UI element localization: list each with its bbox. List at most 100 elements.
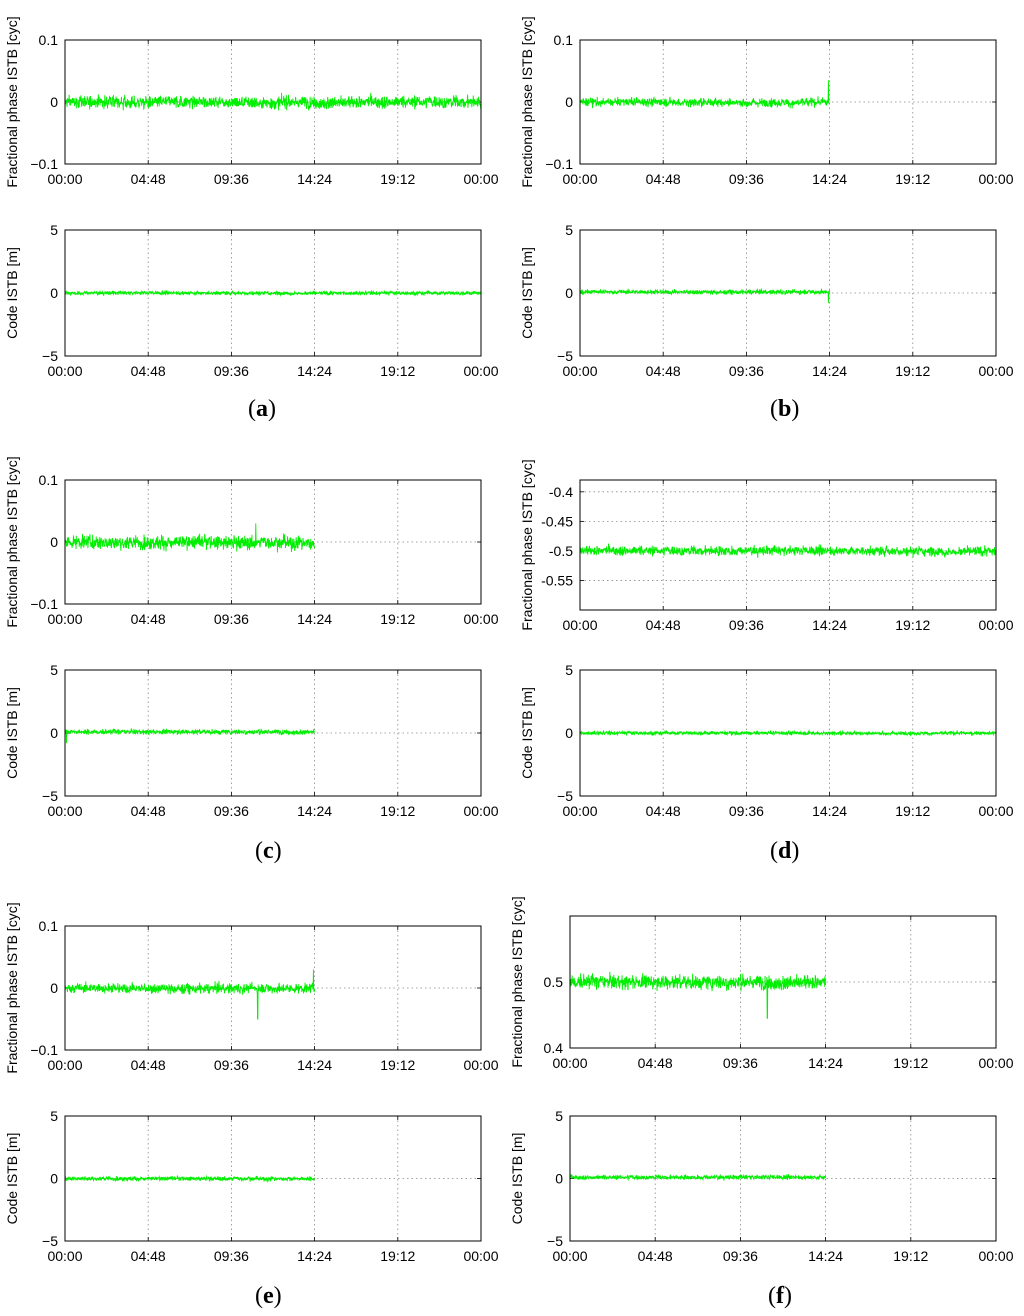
y-axis-label: Code ISTB [m] [4, 1133, 20, 1225]
y-tick-label: -0.55 [541, 572, 573, 588]
x-tick-label: 14:24 [297, 363, 332, 379]
y-tick-label: 0 [565, 285, 573, 301]
istb-series-line [569, 1173, 827, 1182]
axes-c-code: 00:00 04:48 09:36 14:24 19:12 00:00 5 0 −5 Code I… [4, 662, 499, 819]
axes-frame [64, 479, 482, 605]
plot-area [580, 480, 996, 610]
axes-e-phase: 00:00 04:48 09:36 14:24 19:12 00:00 0.1 0 −0.1 Fr… [4, 902, 499, 1073]
y-tick-label: -0.45 [541, 513, 573, 529]
y-axis-label: Code ISTB [m] [509, 1133, 525, 1225]
x-tick-label: 14:24 [297, 1057, 332, 1073]
x-tick-label: 04:48 [646, 171, 681, 187]
y-tick-label: −0.1 [30, 1042, 58, 1058]
panel-label-d: (d) [770, 838, 799, 864]
y-axis-label: Code ISTB [m] [519, 247, 535, 339]
x-tick-label: 00:00 [562, 171, 597, 187]
axes-a-code: 00:00 04:48 09:36 14:24 19:12 00:00 5 0 −5 Code I… [4, 222, 499, 379]
y-axis-label: Fractional phase ISTB [cyc] [519, 459, 535, 630]
y-tick-label: −5 [547, 1233, 563, 1249]
axes-d-phase: 00:00 04:48 09:36 14:24 19:12 00:00 -0.4 -0.45 -… [519, 459, 1014, 633]
axes-a-phase: 00:00 04:48 09:36 14:24 19:12 00:00 0.1 0 −0.1 Fr… [4, 16, 499, 187]
x-tick-label: 09:36 [729, 171, 764, 187]
axes-frame [579, 669, 997, 797]
y-tick-label: 5 [565, 222, 573, 238]
x-tick-label: 09:36 [729, 803, 764, 819]
axes-b-code: 00:00 04:48 09:36 14:24 19:12 00:00 5 0 −5 Code I… [519, 222, 1014, 379]
axes-frame [64, 229, 482, 357]
x-tick-label: 09:36 [214, 1248, 249, 1264]
istb-series-line [569, 971, 827, 1019]
y-tick-label: 5 [50, 222, 58, 238]
y-tick-label: −5 [557, 788, 573, 804]
y-tick-label: 0 [555, 1171, 563, 1187]
y-axis-label: Fractional phase ISTB [cyc] [519, 16, 535, 187]
istb-series-line [579, 288, 831, 304]
x-tick-label: 00:00 [47, 803, 82, 819]
x-tick-label: 19:12 [380, 611, 415, 627]
y-tick-label: 0 [50, 1171, 58, 1187]
axes-frame [569, 915, 997, 1049]
x-tick-label: 19:12 [380, 803, 415, 819]
istb-series-line [64, 1174, 316, 1184]
y-tick-label: −5 [42, 1233, 58, 1249]
x-tick-label: 04:48 [131, 171, 166, 187]
x-tick-label: 04:48 [638, 1055, 673, 1071]
axes-c-phase: 00:00 04:48 09:36 14:24 19:12 00:00 0.1 0 −0.1 Fr… [4, 456, 499, 627]
x-tick-label: 14:24 [812, 617, 847, 633]
x-tick-label: 19:12 [893, 1248, 928, 1264]
y-tick-label: 0.1 [39, 32, 59, 48]
x-tick-label: 19:12 [380, 1057, 415, 1073]
x-tick-label: 00:00 [978, 171, 1013, 187]
x-tick-label: 19:12 [380, 363, 415, 379]
axes-f-phase: 00:00 04:48 09:36 14:24 19:12 00:00 0.5 0.4 Frac… [509, 896, 1014, 1071]
x-tick-label: 00:00 [552, 1055, 587, 1071]
x-tick-label: 14:24 [812, 363, 847, 379]
y-tick-label: 5 [555, 1108, 563, 1124]
istb-series-line [64, 969, 316, 1020]
axes-frame [579, 229, 997, 357]
x-tick-label: 09:36 [214, 171, 249, 187]
y-tick-label: −5 [557, 348, 573, 364]
y-tick-label: -0.4 [549, 484, 573, 500]
x-tick-label: 04:48 [646, 803, 681, 819]
y-tick-label: 0.1 [39, 918, 59, 934]
x-tick-label: 04:48 [646, 617, 681, 633]
x-tick-label: 19:12 [895, 171, 930, 187]
istb-series-line [579, 80, 830, 109]
istb-series-line [579, 729, 997, 737]
istb-series-line [579, 543, 997, 558]
x-tick-label: 14:24 [297, 803, 332, 819]
x-tick-label: 00:00 [463, 803, 498, 819]
x-tick-label: 04:48 [131, 803, 166, 819]
y-tick-label: 0 [50, 980, 58, 996]
y-tick-label: −5 [42, 788, 58, 804]
x-tick-label: 00:00 [47, 1248, 82, 1264]
x-tick-label: 14:24 [808, 1248, 843, 1264]
x-tick-label: 09:36 [214, 611, 249, 627]
x-tick-label: 09:36 [723, 1248, 758, 1264]
panel-label-b: (b) [770, 396, 799, 422]
y-axis-label: Code ISTB [m] [4, 687, 20, 779]
y-axis-label: Fractional phase ISTB [cyc] [509, 896, 525, 1067]
y-tick-label: -0.5 [549, 543, 573, 559]
axes-frame [569, 1115, 997, 1242]
istb-series-line [64, 523, 316, 553]
x-tick-label: 09:36 [729, 617, 764, 633]
y-tick-label: 0 [50, 94, 58, 110]
y-tick-label: 5 [50, 662, 58, 678]
y-axis-label: Code ISTB [m] [519, 687, 535, 779]
y-axis-label: Fractional phase ISTB [cyc] [4, 16, 20, 187]
x-tick-label: 00:00 [463, 1248, 498, 1264]
istb-series-line [64, 92, 482, 112]
x-tick-label: 09:36 [214, 363, 249, 379]
x-tick-label: 00:00 [562, 617, 597, 633]
x-tick-label: 19:12 [895, 363, 930, 379]
y-tick-label: −5 [42, 348, 58, 364]
axes-e-code: 00:00 04:48 09:36 14:24 19:12 00:00 5 0 −5 Code I… [4, 1108, 499, 1264]
axes-frame [64, 39, 482, 165]
y-tick-label: 0.4 [544, 1040, 564, 1056]
x-tick-label: 00:00 [978, 1055, 1013, 1071]
x-tick-label: 04:48 [131, 611, 166, 627]
y-tick-label: 0.5 [544, 974, 564, 990]
